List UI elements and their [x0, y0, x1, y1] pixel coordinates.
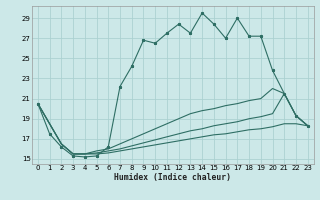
X-axis label: Humidex (Indice chaleur): Humidex (Indice chaleur)	[114, 173, 231, 182]
